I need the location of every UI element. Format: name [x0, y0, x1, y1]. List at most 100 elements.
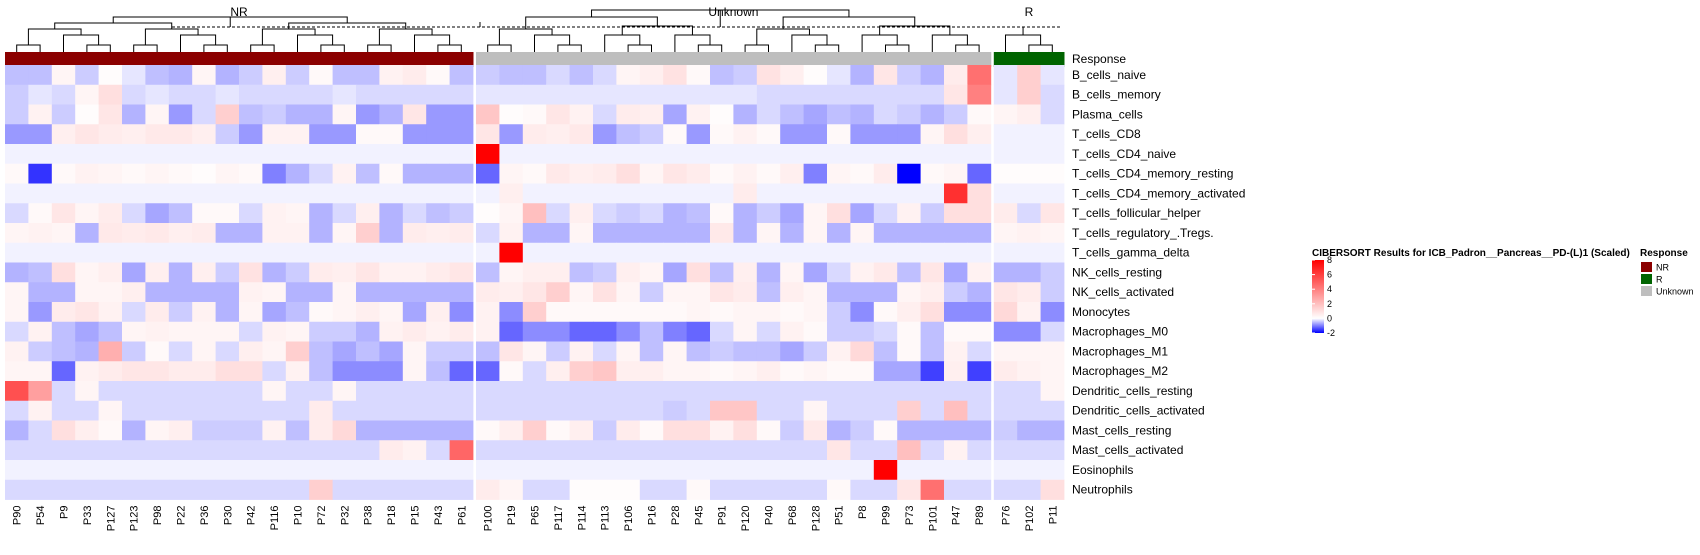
heatmap-cell: [944, 144, 968, 165]
row-label: Macrophages_M0: [1072, 325, 1168, 339]
annotation-cell: [803, 52, 828, 67]
heatmap-cell: [122, 223, 146, 244]
heatmap-cell: [499, 183, 524, 204]
heatmap-cell: [780, 124, 804, 145]
heatmap-cell: [803, 183, 828, 204]
heatmap-cell: [402, 341, 427, 362]
heatmap-cell: [5, 65, 29, 86]
heatmap-cell: [51, 104, 76, 125]
heatmap-cell: [379, 242, 404, 263]
heatmap-cell: [98, 124, 123, 145]
heatmap-cell: [122, 479, 146, 500]
dendrogram-branch: [955, 44, 980, 52]
heatmap-cell: [192, 420, 216, 441]
heatmap-cell: [710, 65, 734, 86]
heatmap-cell: [639, 321, 664, 342]
heatmap-cell: [309, 203, 333, 224]
heatmap-cell: [356, 321, 380, 342]
row-label: Mast_cells_activated: [1072, 443, 1183, 457]
heatmap-cell: [449, 84, 474, 105]
heatmap-cell: [944, 203, 968, 224]
annotation-cell: [402, 52, 427, 67]
column-label: P91: [717, 506, 729, 526]
heatmap-cell: [379, 262, 404, 283]
heatmap-cell: [873, 400, 898, 421]
heatmap-cell: [686, 144, 711, 165]
heatmap-cell: [332, 104, 357, 125]
heatmap-cell: [51, 144, 76, 165]
heatmap-cell: [402, 282, 427, 303]
heatmap-cell: [803, 479, 828, 500]
heatmap-cell: [28, 282, 53, 303]
heatmap-cell: [850, 341, 875, 362]
heatmap-cell: [546, 361, 570, 382]
heatmap-cell: [710, 84, 734, 105]
heatmap-cell: [5, 124, 29, 145]
heatmap-cell: [920, 104, 945, 125]
heatmap-cell: [616, 302, 641, 323]
heatmap-cell: [1017, 84, 1041, 105]
annotation-cell: [356, 52, 380, 67]
heatmap-cell: [285, 144, 310, 165]
heatmap-cell: [569, 163, 594, 184]
heatmap-cell: [262, 341, 287, 362]
heatmap-cell: [51, 460, 76, 481]
heatmap-cell: [780, 203, 804, 224]
heatmap-cell: [122, 302, 146, 323]
heatmap-cell: [920, 223, 945, 244]
heatmap-cell: [593, 104, 617, 125]
heatmap-cell: [920, 282, 945, 303]
heatmap-cell: [873, 341, 898, 362]
heatmap-cell: [850, 124, 875, 145]
heatmap-cell: [850, 460, 875, 481]
dendrogram-branch: [1005, 34, 1042, 52]
heatmap-cell: [262, 381, 287, 402]
annotation-cell: [710, 52, 734, 67]
annotation-cell: [51, 52, 76, 67]
heatmap-cell: [710, 460, 734, 481]
heatmap-cell: [733, 65, 758, 86]
heatmap-cell: [780, 321, 804, 342]
heatmap-cell: [476, 183, 500, 204]
heatmap-cell: [756, 460, 781, 481]
heatmap-cell: [379, 65, 404, 86]
heatmap-cell: [756, 282, 781, 303]
heatmap-cell: [569, 400, 594, 421]
heatmap-cell: [402, 381, 427, 402]
heatmap-cell: [402, 262, 427, 283]
heatmap-cell: [733, 262, 758, 283]
heatmap-cell: [1040, 420, 1065, 441]
heatmap-cell: [639, 381, 664, 402]
heatmap-cell: [827, 84, 851, 105]
heatmap-cell: [546, 242, 570, 263]
annotation-cell: [449, 52, 474, 67]
heatmap-cell: [168, 183, 193, 204]
heatmap-cell: [98, 223, 123, 244]
heatmap-cell: [803, 104, 828, 125]
heatmap-cell: [192, 124, 216, 145]
heatmap-cell: [476, 282, 500, 303]
dendrogram-branch: [814, 44, 840, 52]
heatmap-cell: [1017, 183, 1041, 204]
heatmap-cell: [332, 460, 357, 481]
heatmap-cell: [476, 124, 500, 145]
heatmap-cell: [379, 341, 404, 362]
heatmap-cell: [192, 400, 216, 421]
heatmap-cell: [332, 282, 357, 303]
column-label: P11: [1047, 506, 1059, 525]
heatmap-cell: [850, 104, 875, 125]
heatmap-cell: [593, 223, 617, 244]
heatmap-cell: [663, 144, 687, 165]
heatmap-cell: [332, 440, 357, 461]
heatmap-cell: [499, 302, 524, 323]
heatmap-cell: [402, 183, 427, 204]
annotation-cell: [239, 52, 263, 67]
heatmap-cell: [122, 65, 146, 86]
heatmap-cell: [426, 65, 450, 86]
heatmap-cell: [522, 183, 547, 204]
heatmap-cell: [285, 302, 310, 323]
heatmap-cell: [546, 381, 570, 402]
heatmap-cell: [850, 321, 875, 342]
heatmap-cell: [686, 124, 711, 145]
